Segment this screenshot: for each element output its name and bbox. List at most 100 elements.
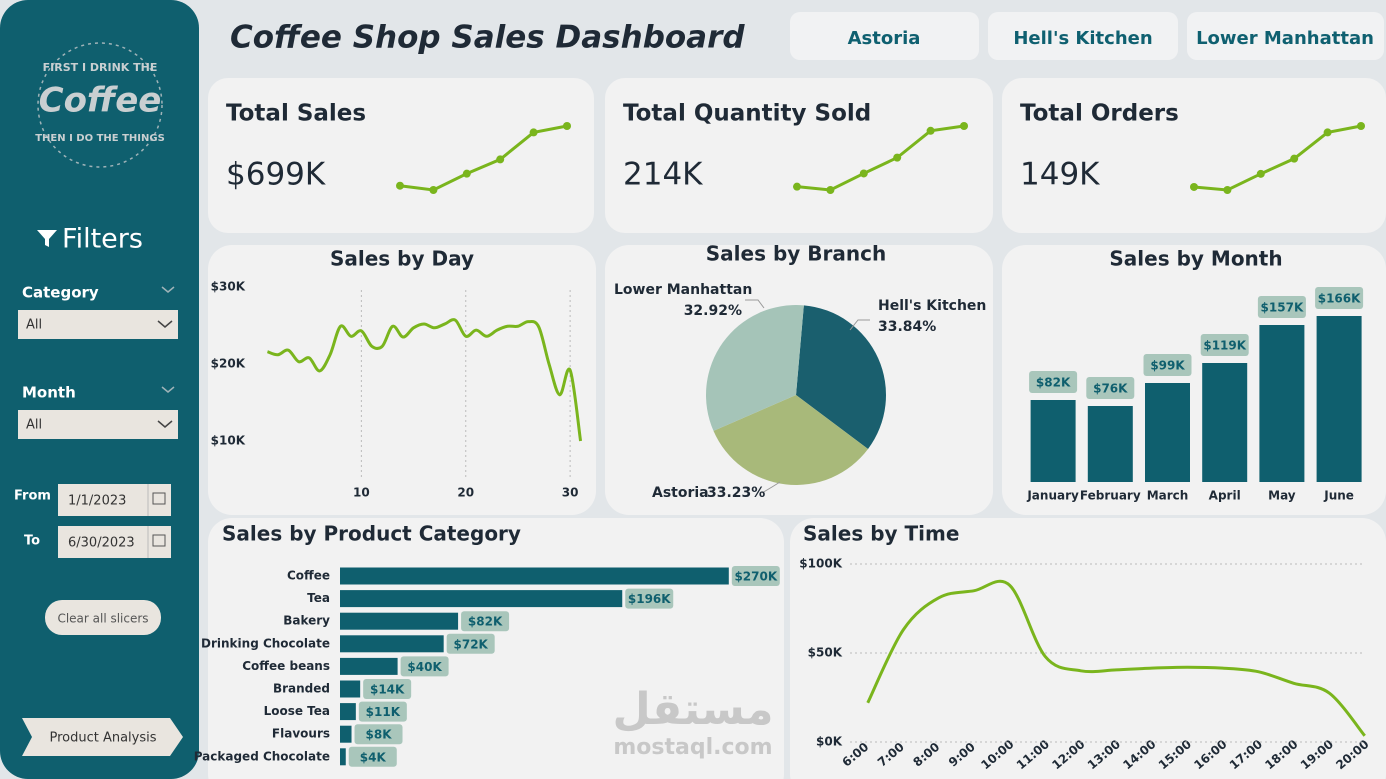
y-tick-label: $30K [211, 280, 246, 294]
sparkline-point [1190, 182, 1198, 191]
calendar-icon[interactable] [152, 534, 166, 547]
kpi-title: Total Sales [226, 101, 366, 127]
kpi-value: 149K [1020, 157, 1100, 193]
category-label: Coffee [287, 569, 330, 583]
sidebar [0, 0, 199, 779]
chart-title: Sales by Day [330, 247, 474, 271]
branch-button[interactable] [988, 12, 1178, 60]
sparkline-point [496, 155, 505, 164]
chevron [157, 420, 173, 428]
value-label: $72K [454, 637, 489, 651]
y-tick-label: $20K [211, 357, 246, 371]
kpi-title: Total Quantity Sold [623, 101, 871, 127]
bar [340, 635, 444, 653]
filters-title: Filters [62, 224, 143, 255]
page-button[interactable] [22, 718, 183, 756]
value-label: $11K [366, 705, 401, 719]
x-tick-label: 10 [353, 486, 370, 500]
sparkline-point [529, 128, 538, 137]
sparkline [796, 124, 965, 192]
x-tick-label: March [1147, 489, 1189, 503]
value-label-box [625, 588, 674, 609]
line [866, 579, 1366, 737]
date-input[interactable] [58, 484, 171, 516]
sparkline-point [563, 122, 571, 130]
date-input[interactable] [58, 526, 171, 558]
logo-text: FIRST I DRINK THE [43, 61, 158, 74]
chart-title: Sales by Month [1109, 247, 1282, 271]
bar [340, 657, 398, 675]
chart-card [790, 518, 1386, 779]
category-label: Flavours [272, 727, 330, 741]
chart-title: Sales by Branch [706, 242, 886, 266]
value-label-box [1086, 377, 1135, 399]
date-label: From [14, 489, 51, 504]
value-label-box [731, 566, 780, 586]
branch-button[interactable] [790, 12, 979, 60]
y-tick-label: $50K [808, 646, 843, 660]
sparkline-point [893, 153, 902, 162]
filter-icon [37, 230, 57, 247]
bar [340, 725, 352, 743]
chart-card [208, 245, 596, 515]
date-value: 6/30/2023 [68, 536, 135, 551]
category-label: Packaged Chocolate [194, 749, 330, 763]
y-tick-label: $10K [211, 434, 246, 448]
category-label: Loose Tea [264, 704, 330, 718]
dashboard-title: Coffee Shop Sales Dashboard [230, 20, 745, 56]
value-label: $196K [628, 592, 671, 606]
branch-button[interactable] [1187, 12, 1384, 60]
sparkline-point [960, 122, 968, 130]
value-label-box [446, 633, 495, 654]
value-label: $270K [734, 570, 777, 584]
category-label: Bakery [283, 614, 330, 628]
bar [1145, 383, 1190, 482]
sparkline-point [1290, 154, 1299, 163]
value-label-box [1200, 334, 1249, 356]
bar [340, 567, 729, 585]
pie-slice [706, 304, 804, 431]
value-label: $157K [1261, 301, 1304, 315]
x-tick-label: February [1080, 489, 1141, 503]
clear-button[interactable] [45, 600, 161, 635]
calendar-icon[interactable] [152, 492, 166, 505]
slicer-dropdown[interactable] [18, 410, 178, 439]
slice-value-label: 32.92% [684, 303, 742, 319]
value-label: $76K [1093, 382, 1128, 396]
y-tick-label: $0K [816, 735, 843, 749]
chevron [161, 386, 175, 393]
slicer-dropdown[interactable] [18, 310, 178, 339]
slicer-label: Category [22, 284, 99, 302]
value-label: $14K [370, 683, 405, 697]
value-label-box [358, 701, 407, 722]
value-label-box [461, 611, 510, 632]
value-label-box [1029, 371, 1078, 393]
bar [340, 748, 346, 766]
sparkline-point [429, 186, 438, 194]
date-label: To [24, 534, 40, 549]
x-tick-label: April [1209, 489, 1241, 503]
bar [1202, 363, 1248, 482]
pie-slice [713, 395, 869, 485]
sparkline-point [1357, 122, 1365, 130]
value-label-box [1257, 296, 1306, 318]
logo-text: THEN I DO THE THINGS [35, 133, 165, 144]
value-label-box [363, 679, 412, 699]
slicer-value: All [26, 418, 42, 433]
category-label: Branded [273, 682, 330, 696]
chevron [157, 320, 173, 328]
sparkline [399, 124, 568, 192]
sparkline-point [1223, 186, 1232, 194]
kpi-card [605, 78, 993, 233]
watermark: mostaql.com [613, 735, 772, 760]
kpi-card [1002, 78, 1386, 233]
x-tick-label: January [1026, 489, 1079, 503]
value-label-box [400, 656, 449, 677]
bar [1030, 400, 1076, 482]
value-label: $119K [1203, 339, 1246, 353]
chart-title: Sales by Product Category [222, 522, 521, 546]
pie-slice [796, 305, 886, 449]
slicer-value: All [26, 318, 42, 333]
chevron [161, 286, 175, 293]
